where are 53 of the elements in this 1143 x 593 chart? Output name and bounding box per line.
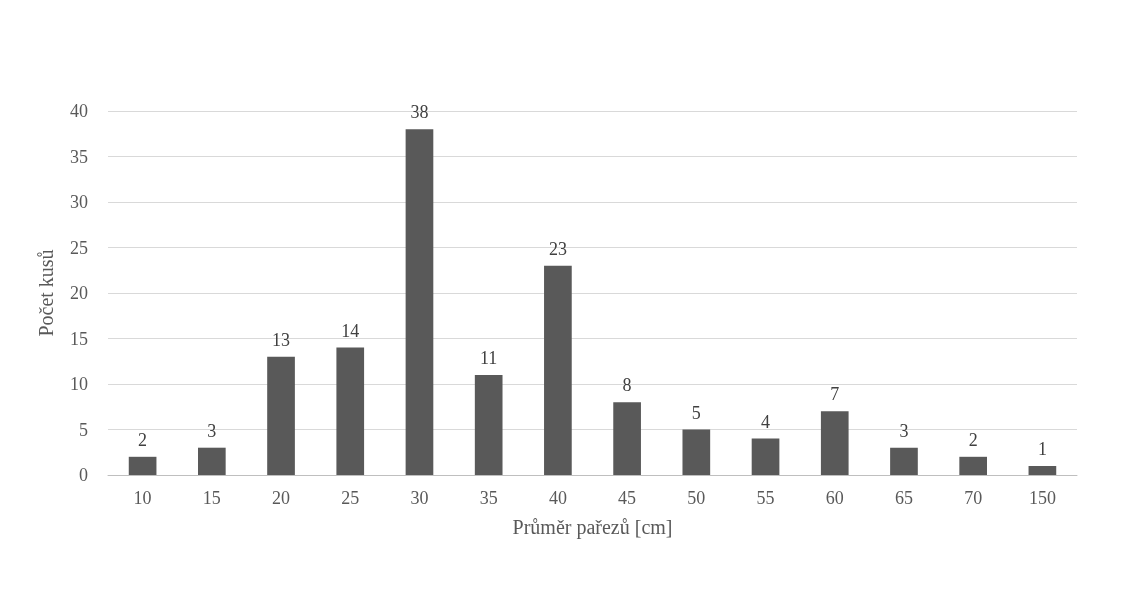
data-label: 11 bbox=[480, 347, 498, 368]
bar bbox=[1028, 465, 1057, 475]
data-label: 2 bbox=[968, 429, 978, 450]
y-tick-label: 40 bbox=[70, 101, 88, 121]
data-label: 2 bbox=[138, 429, 148, 450]
y-tick-label: 5 bbox=[79, 419, 88, 440]
y-tick-label: 35 bbox=[70, 146, 88, 167]
bar bbox=[544, 265, 572, 475]
bar bbox=[405, 129, 434, 475]
data-label: 3 bbox=[899, 420, 909, 441]
y-tick-label: 25 bbox=[70, 237, 88, 258]
x-tick-label: 45 bbox=[618, 488, 637, 508]
bar bbox=[890, 447, 918, 475]
x-tick-label: 40 bbox=[548, 488, 567, 508]
x-tick-label: 15 bbox=[202, 488, 221, 508]
bar bbox=[613, 402, 641, 475]
data-label: 13 bbox=[272, 329, 291, 350]
y-axis-title: Počet kusů bbox=[35, 249, 57, 337]
x-tick-label: 35 bbox=[479, 488, 498, 508]
x-tick-label: 55 bbox=[756, 488, 775, 508]
data-label: 38 bbox=[410, 102, 429, 123]
y-tick-label: 10 bbox=[70, 374, 88, 394]
x-tick-label: 65 bbox=[894, 488, 913, 508]
x-tick-label: 30 bbox=[410, 488, 429, 508]
y-tick-label: 20 bbox=[70, 283, 88, 303]
bar bbox=[820, 411, 849, 475]
bar bbox=[267, 356, 295, 475]
x-tick-label: 60 bbox=[825, 488, 844, 508]
x-tick-label: 70 bbox=[964, 488, 983, 508]
bar bbox=[751, 438, 780, 475]
x-tick-label: 50 bbox=[687, 488, 706, 508]
y-tick-label: 30 bbox=[70, 192, 88, 212]
data-label: 8 bbox=[622, 375, 632, 396]
data-label: 23 bbox=[548, 238, 567, 259]
data-label: 7 bbox=[830, 384, 840, 405]
y-tick-label: 15 bbox=[70, 328, 88, 349]
bar bbox=[682, 429, 711, 475]
data-label: 3 bbox=[207, 420, 217, 441]
x-axis-title: Průměr pařezů [cm] bbox=[512, 516, 673, 539]
data-label: 14 bbox=[341, 320, 360, 341]
data-label: 4 bbox=[761, 411, 771, 432]
data-label: 5 bbox=[691, 402, 701, 423]
x-tick-label: 10 bbox=[133, 488, 152, 508]
y-tick-label: 0 bbox=[79, 465, 88, 485]
x-tick-label: 25 bbox=[341, 488, 360, 508]
x-tick-label: 150 bbox=[1028, 488, 1056, 508]
bar bbox=[197, 447, 226, 475]
x-tick-label: 20 bbox=[272, 488, 291, 508]
bar bbox=[128, 456, 157, 475]
data-label: 1 bbox=[1037, 438, 1047, 459]
bar bbox=[474, 374, 503, 475]
bar bbox=[959, 456, 988, 475]
bar bbox=[336, 347, 365, 475]
